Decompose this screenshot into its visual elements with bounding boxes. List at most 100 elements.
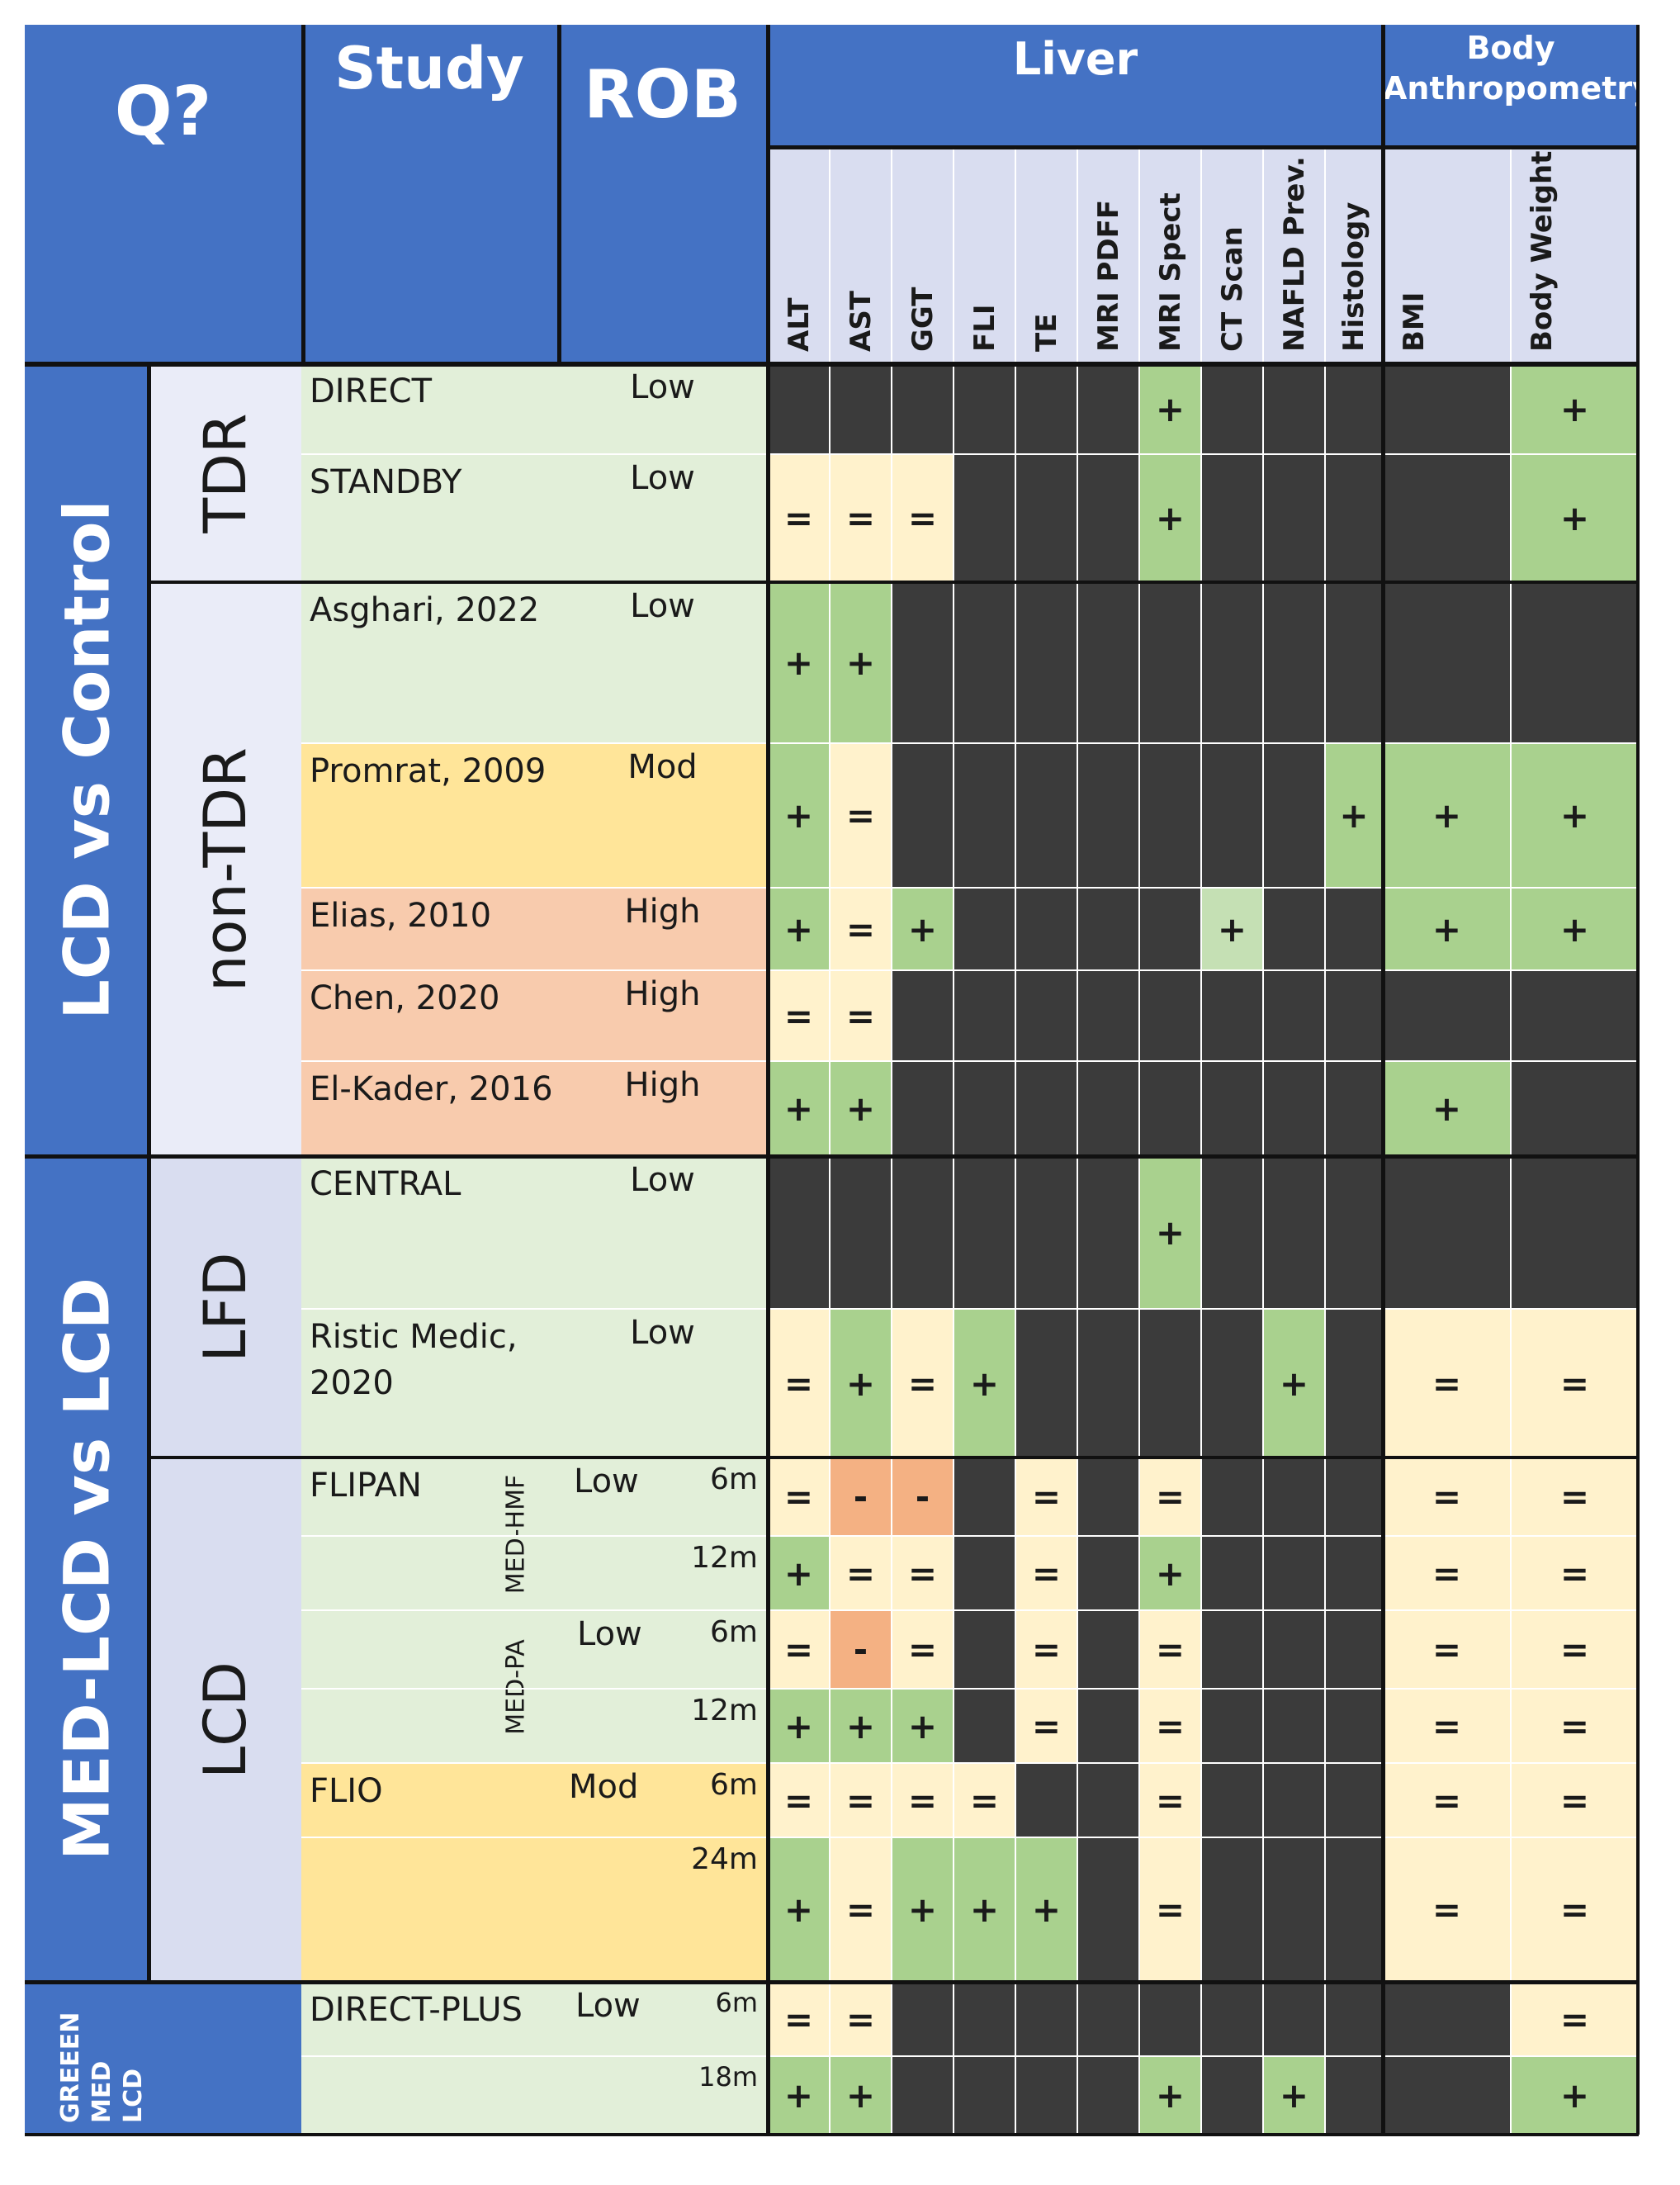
grid-symbol: = — [845, 995, 876, 1036]
rob-header-label: ROB — [584, 56, 741, 133]
study-asghari: Asghari, 2022 — [301, 582, 557, 743]
grid-cell-not-reported — [1325, 1061, 1383, 1156]
divider — [891, 147, 892, 2135]
grid-cell-not-reported — [892, 1156, 954, 1309]
divider — [147, 363, 151, 1982]
grid-cell-no-difference: = — [892, 1763, 954, 1837]
grid-cell-positive: + — [1139, 2056, 1201, 2135]
grid-cell-not-reported — [954, 1536, 1015, 1610]
grid-cell-not-reported — [1263, 970, 1325, 1061]
study-name: Asghari, 2022 — [310, 591, 540, 629]
grid-cell-not-reported — [830, 363, 892, 454]
grid-cell-not-reported — [1201, 1309, 1263, 1457]
grid-cell-no-difference: = — [830, 1536, 892, 1610]
grid-symbol: = — [907, 1629, 938, 1670]
grid-cell-positive: + — [1511, 2056, 1639, 2135]
tp-flipan-hmf-6m: 6m — [669, 1457, 768, 1536]
grid-cell-not-reported — [954, 363, 1015, 454]
grid-symbol: + — [783, 1552, 814, 1594]
group-green-line2: MED — [88, 2060, 116, 2123]
grid-symbol: = — [1155, 1705, 1185, 1747]
grid-cell-positive: + — [1511, 454, 1639, 582]
grid-symbol: + — [783, 1889, 814, 1930]
grid-cell-not-reported — [1263, 1837, 1325, 1982]
grid-cell-no-difference: = — [1383, 1309, 1511, 1457]
grid-cell-not-reported — [1263, 1763, 1325, 1837]
grid-symbol: = — [845, 1552, 876, 1594]
rob-value: Low — [630, 587, 695, 625]
col-header-label: Histology — [1337, 201, 1370, 352]
grid-symbol: + — [1559, 795, 1590, 836]
grid-cell-not-reported — [954, 454, 1015, 582]
grid-symbol: = — [907, 498, 938, 538]
tp-label: 18m — [698, 2061, 758, 2093]
grid-cell-no-difference: = — [954, 1763, 1015, 1837]
rob-flipan-pa: Low — [557, 1610, 669, 1763]
grid-symbol: - — [853, 1629, 868, 1670]
divider — [301, 453, 1639, 455]
study-name: DIRECT-PLUS — [310, 1991, 523, 2029]
grid-symbol: = — [1559, 1998, 1590, 2040]
grid-cell-not-reported — [1201, 1610, 1263, 1689]
grid-symbol: + — [1559, 388, 1590, 429]
grid-cell-not-reported — [1383, 1156, 1511, 1309]
grid-symbol: + — [1432, 1088, 1462, 1129]
divider — [768, 145, 1639, 149]
grid-cell-negative: - — [830, 1457, 892, 1536]
grid-cell-not-reported — [768, 363, 830, 454]
grid-symbol: + — [1432, 795, 1462, 836]
grid-cell-not-reported — [1015, 970, 1077, 1061]
grid-cell-not-reported — [1325, 970, 1383, 1061]
grid-symbol: + — [1155, 1212, 1185, 1253]
grid-cell-positive: + — [1383, 888, 1511, 970]
grid-symbol: = — [1031, 1629, 1062, 1670]
group-lcd-vs-control: LCD vs Control — [25, 363, 149, 1156]
grid-symbol: = — [1559, 1629, 1590, 1670]
grid-cell-no-difference: = — [1015, 1536, 1077, 1610]
col-header-mri-spect: MRI Spect — [1139, 147, 1201, 363]
grid-cell-no-difference: = — [830, 1837, 892, 1982]
grid-cell-not-reported — [892, 363, 954, 454]
divider — [301, 1060, 1639, 1062]
divider — [25, 1980, 1639, 1984]
col-header-histology: Histology — [1325, 147, 1383, 363]
grid-symbol: + — [969, 1889, 1000, 1930]
grid-cell-not-reported — [1263, 1061, 1325, 1156]
study-name: Elias, 2010 — [310, 897, 492, 935]
grid-symbol: = — [845, 795, 876, 836]
grid-cell-positive: + — [892, 888, 954, 970]
grid-cell-not-reported — [954, 743, 1015, 888]
rob-value: Low — [574, 1462, 639, 1500]
col-header-label: BMI — [1398, 291, 1431, 352]
grid-cell-not-reported — [1077, 1689, 1139, 1763]
grid-cell-not-reported — [1511, 1061, 1639, 1156]
grid-cell-not-reported — [1015, 1061, 1077, 1156]
grid-cell-not-reported — [1201, 1763, 1263, 1837]
grid-symbol: = — [783, 1363, 814, 1404]
grid-cell-not-reported — [1015, 454, 1077, 582]
grid-symbol: = — [907, 1552, 938, 1594]
grid-cell-positive: + — [954, 1837, 1015, 1982]
body-header-line2: Anthropometry — [1383, 70, 1653, 107]
grid-cell-not-reported — [1383, 2056, 1511, 2135]
rob-elias: High — [557, 888, 768, 970]
tp-direct-plus-6m: 6m — [681, 1982, 768, 2056]
grid-cell-no-difference: = — [1139, 1689, 1201, 1763]
grid-cell-no-difference: = — [892, 1309, 954, 1457]
grid-symbol: = — [845, 498, 876, 538]
grid-cell-not-reported — [892, 1061, 954, 1156]
divider — [1324, 147, 1326, 2135]
grid-cell-no-difference: = — [768, 970, 830, 1061]
col-header-ct-scan: CT Scan — [1201, 147, 1263, 363]
grid-cell-not-reported — [1077, 888, 1139, 970]
grid-cell-not-reported — [1201, 1457, 1263, 1536]
tp-label: 6m — [710, 1768, 758, 1802]
grid-cell-positive: + — [1511, 743, 1639, 888]
grid-cell-positive: + — [892, 1837, 954, 1982]
grid-cell-positive: + — [830, 1061, 892, 1156]
group-med-lcd-vs-lcd: MED-LCD vs LCD — [25, 1156, 149, 1982]
grid-cell-not-reported — [1077, 1457, 1139, 1536]
subgroup-lcd-label: LCD — [191, 1661, 259, 1779]
grid-cell-not-reported — [1511, 970, 1639, 1061]
grid-cell-positive: + — [830, 1689, 892, 1763]
